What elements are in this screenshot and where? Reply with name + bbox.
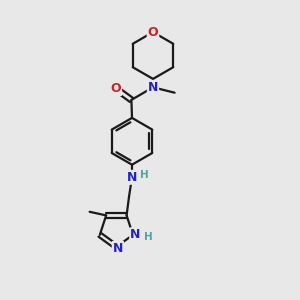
Text: O: O [148,26,158,39]
Text: N: N [130,228,140,242]
Text: N: N [148,81,158,94]
Text: H: H [143,232,152,242]
Text: N: N [113,242,123,255]
Text: N: N [127,171,137,184]
Text: H: H [140,170,149,181]
Text: O: O [110,82,121,95]
